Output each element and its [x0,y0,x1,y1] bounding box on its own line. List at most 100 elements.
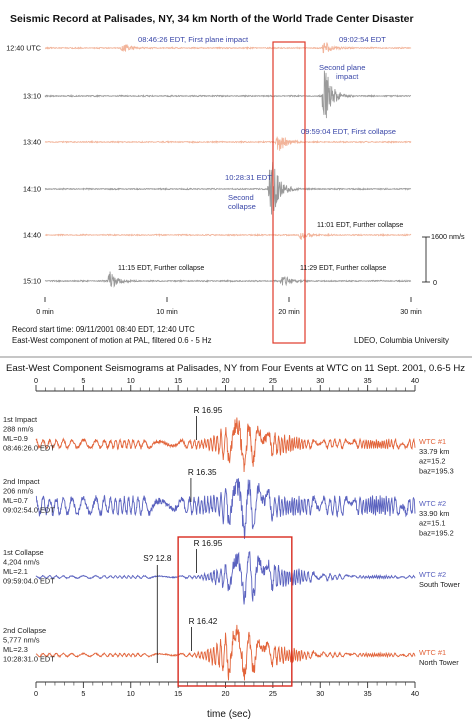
overview-x-ticklabel-1: 10 min [156,307,178,316]
trace-0-right-label-1: 33.79 km [419,447,449,456]
trace-3-pick-label: R 16.42 [189,617,218,626]
trace-1-left-label-1: 206 nm/s [3,487,34,496]
overview-x-ticklabel-3: 30 min [400,307,422,316]
overview-title: Seismic Record at Palisades, NY, 34 km N… [10,13,414,25]
overview-highlight-box [272,41,306,344]
bottom-time-axis-label-35: 35 [364,689,372,698]
trace-2-s-pick-label: S? 12.8 [143,554,172,563]
event-seismograms: East-West Component Seismograms at Palis… [3,363,465,720]
overview-trace-4 [44,232,412,240]
overview-x-ticklabel-2: 20 min [278,307,300,316]
top-time-axis-label-0: 0 [34,376,38,385]
overview-trace-3 [44,161,412,215]
overview-x-ticklabel-0: 0 min [36,307,54,316]
trace-0-pick-label: R 16.95 [194,406,223,415]
annotation-second-collapse-time: 10:28:31 EDT [225,173,272,182]
trace-1-right-label-1: 33.90 km [419,509,449,518]
overview-trace-1 [44,70,412,119]
annotation-1115-collapse: 11:15 EDT, Further collapse [118,265,204,272]
overview-row-label-2: 13:40 [23,138,41,147]
trace-2-left-label-2: ML=2.1 [3,567,28,576]
annotation-first-collapse: 09:59:04 EDT, First collapse [301,127,396,136]
overview-traces [44,42,412,288]
trace-1-left-label-3: 09:02:54.0 EDT [3,506,55,515]
annotation-second-plane-impact: impact [336,72,359,81]
component-text: East-West component of motion at PAL, fi… [12,336,212,345]
overview-row-label-5: 15:10 [23,277,41,286]
trace-0-right-label-0: WTC #1 [419,437,446,446]
top-time-axis-label-25: 25 [269,376,277,385]
trace-3-left-label-1: 5,777 nm/s [3,636,40,645]
trace-3-right-label-0: WTC #1 [419,648,446,657]
trace-3-left-label-0: 2nd Collapse [3,626,46,635]
overview-trace-5 [44,271,412,288]
overview-row-label-3: 14:10 [23,185,41,194]
trace-0-left-label-3: 08:46:26.0 EDT [3,444,55,453]
top-time-axis-label-10: 10 [127,376,135,385]
credit-text: LDEO, Columbia University [354,336,449,345]
annotation-second-impact-time: 09:02:54 EDT [339,35,386,44]
bottom-time-axis-label-0: 0 [34,689,38,698]
amplitude-scale-bar: 1600 nm/s 0 [422,232,465,287]
trace-0-left-label-1: 288 nm/s [3,425,34,434]
trace-0-left-label-0: 1st Impact [3,415,37,424]
top-time-axis-label-30: 30 [316,376,324,385]
annotation-second: Second [228,193,254,202]
trace-1-right-label-2: az=15.1 [419,519,446,528]
trace-2-right-label-0: WTC #2 [419,570,446,579]
trace-1-right-label-0: WTC #2 [419,499,446,508]
scale-bar-bottom-label: 0 [433,278,437,287]
overview-row-label-1: 13:10 [23,92,41,101]
top-time-axis-label-5: 5 [81,376,85,385]
annotation-second-plane: Second plane [319,63,365,72]
bottom-time-axis-label-25: 25 [269,689,277,698]
analysis-window-box [177,536,293,687]
annotation-1129-collapse: 11:29 EDT, Further collapse [300,265,386,272]
trace-3-left-label-3: 10:28:31.0 EDT [3,655,55,664]
trace-0-right-label-3: baz=195.3 [419,466,454,475]
seismograms-traces [35,417,416,681]
trace-2-pick-label: R 16.95 [194,539,223,548]
bottom-time-axis-label-10: 10 [127,689,135,698]
scale-bar-top-label: 1600 nm/s [431,232,465,241]
overview-seismic-record: Seismic Record at Palisades, NY, 34 km N… [6,13,465,345]
seismogram-trace-3 [35,624,416,681]
seismogram-trace-0 [35,417,416,473]
trace-1-right-label-3: baz=195.2 [419,528,454,537]
annotation-1101-collapse: 11:01 EDT, Further collapse [317,222,403,229]
bottom-time-axis-label-5: 5 [81,689,85,698]
top-time-axis-label-15: 15 [174,376,182,385]
top-time-axis-label-20: 20 [222,376,230,385]
top-time-axis-label-40: 40 [411,376,419,385]
seismogram-trace-1 [35,478,416,539]
bottom-time-axis-label-20: 20 [222,689,230,698]
trace-2-left-label-1: 4,204 nm/s [3,558,40,567]
overview-row-label-0: 12:40 UTC [6,44,41,53]
trace-0-left-label-2: ML=0.9 [3,434,28,443]
bottom-time-axis-label-15: 15 [174,689,182,698]
seismograms-title: East-West Component Seismograms at Palis… [6,363,465,374]
overview-trace-0 [44,42,412,54]
seismograms-axes: 0 5 10 15 20 25 30 35 40 0 5 10 15 20 25 30 35 40 [34,376,419,698]
overview-row-label-4: 14:40 [23,231,41,240]
trace-2-right-label-1: South Tower [419,580,460,589]
top-time-axis-label-35: 35 [364,376,372,385]
record-start-text: Record start time: 09/11/2001 08:40 EDT,… [12,325,195,334]
overview-row-labels: 12:40 UTC 13:10 13:40 14:10 14:40 15:10 [6,44,41,286]
trace-1-left-label-2: ML=0.7 [3,496,28,505]
annotation-first-impact: 08:46:26 EDT, First plane impact [138,35,249,44]
trace-0-right-label-2: az=15.2 [419,457,446,466]
trace-1-left-label-0: 2nd Impact [3,477,40,486]
trace-2-left-label-3: 09:59:04.0 EDT [3,577,55,586]
seismogram-trace-2 [35,551,416,605]
bottom-time-axis-label-30: 30 [316,689,324,698]
annotation-second-collapse: collapse [228,202,256,211]
bottom-time-axis-label-40: 40 [411,689,419,698]
trace-1-pick-label: R 16.35 [188,468,217,477]
x-axis-label: time (sec) [207,709,251,720]
trace-2-left-label-0: 1st Collapse [3,548,44,557]
trace-3-left-label-2: ML=2.3 [3,645,28,654]
overview-trace-2 [44,136,412,151]
